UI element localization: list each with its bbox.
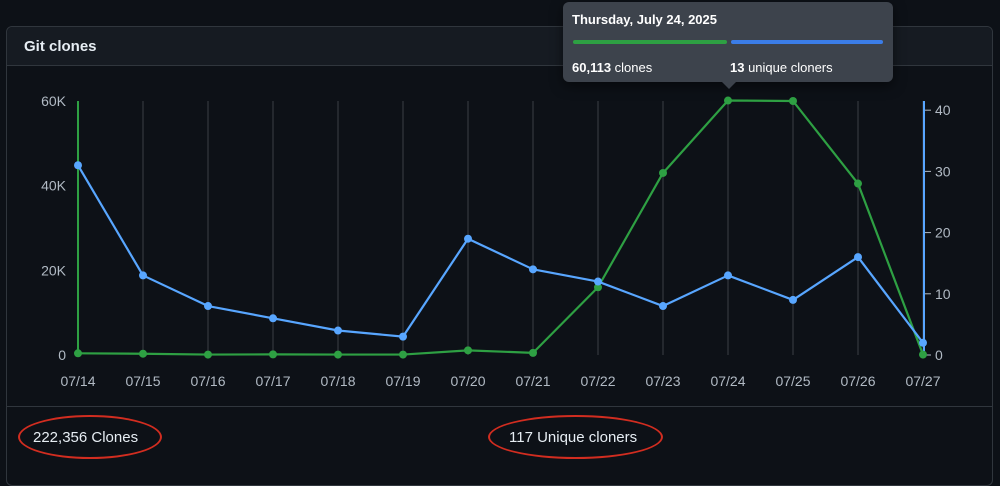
unique-cloners-point <box>529 265 537 274</box>
unique-cloners-point <box>659 302 667 311</box>
axis-layer <box>77 101 931 356</box>
unique-cloners-point <box>724 271 732 280</box>
y-right-tick-label: 20 <box>935 225 951 241</box>
clones-point <box>269 350 277 359</box>
clones-line-chart[interactable]: 07/14 07/15 07/16 07/17 07/18 07/19 07/20 07/21… <box>0 0 1000 405</box>
x-tick-label: 07/17 <box>255 373 290 389</box>
unique-cloners-point <box>74 161 82 170</box>
unique-cloners-point <box>269 314 277 323</box>
clones-point <box>789 97 797 105</box>
y-right-tick-label: 30 <box>935 163 951 179</box>
x-tick-label: 07/23 <box>645 373 680 389</box>
tooltip-clones: 60,113 clones <box>572 60 652 75</box>
unique-cloners-stat: 117 Unique cloners <box>509 429 638 446</box>
tooltip-unique: 13 unique cloners <box>730 60 833 75</box>
clones-point <box>854 179 862 188</box>
unique-cloners-point <box>594 277 602 286</box>
total-clones-stat: 222,356 Clones <box>33 429 139 446</box>
clones-point <box>139 349 147 358</box>
x-tick-label: 07/18 <box>320 373 355 389</box>
unique-cloners-point <box>464 234 472 243</box>
git-clones-panel: Git clones 222,356 Clones 117 Unique clo… <box>6 26 993 486</box>
series-layer <box>74 96 927 359</box>
x-tick-label: 07/20 <box>450 373 485 389</box>
unique-cloners-point <box>399 332 407 341</box>
clones-series-line <box>77 99 925 356</box>
x-tick-label: 07/21 <box>515 373 550 389</box>
x-tick-label: 07/27 <box>905 373 940 389</box>
clones-point <box>659 168 667 177</box>
tooltip-clones-value: 60,113 <box>572 60 612 75</box>
x-tick-label: 07/19 <box>385 373 420 389</box>
y-left-tick-label: 0 <box>58 347 66 363</box>
x-tick-label: 07/26 <box>840 373 875 389</box>
tooltip-clones-label: clones <box>611 60 653 75</box>
y-left-tick-label: 20K <box>41 262 67 278</box>
y-left-tick-label: 60K <box>41 93 67 109</box>
unique-cloners-series-line <box>77 164 924 344</box>
unique-cloners-point <box>789 295 797 304</box>
y-left-tick-label: 40K <box>41 178 67 194</box>
clones-point <box>74 349 82 358</box>
clones-point <box>724 96 732 105</box>
unique-cloners-point <box>139 271 147 280</box>
unique-highlight-ring <box>488 415 663 459</box>
y-right-tick-label: 10 <box>935 286 951 302</box>
x-tick-label: 07/25 <box>775 373 810 389</box>
clones-point <box>399 350 407 359</box>
x-tick-label: 07/24 <box>710 373 745 389</box>
tooltip-unique-value: 13 <box>730 60 745 75</box>
unique-cloners-point <box>854 253 862 262</box>
tooltip-date: Thursday, July 24, 2025 <box>572 12 717 27</box>
clones-point <box>529 348 537 357</box>
y-right-tick-label: 40 <box>935 102 951 118</box>
clones-point <box>919 350 927 359</box>
unique-cloners-point <box>919 338 927 347</box>
y-right-tick-label: 0 <box>935 347 943 363</box>
summary-footer: 222,356 Clones 117 Unique cloners <box>7 406 992 467</box>
clones-point <box>334 350 342 359</box>
tooltip-clones-swatch <box>573 40 727 44</box>
x-tick-label: 07/16 <box>190 373 225 389</box>
unique-cloners-point <box>204 302 212 311</box>
tooltip-unique-label: unique cloners <box>744 60 833 75</box>
grid-layer <box>77 101 924 355</box>
hover-tooltip: Thursday, July 24, 2025 60,113 clones 13… <box>563 2 893 89</box>
clones-point <box>594 283 602 292</box>
label-layer: 07/14 07/15 07/16 07/17 07/18 07/19 07/20 07/21… <box>41 93 951 389</box>
x-tick-label: 07/15 <box>125 373 160 389</box>
unique-cloners-point <box>334 326 342 335</box>
clones-highlight-ring <box>18 415 162 459</box>
x-tick-label: 07/14 <box>60 373 95 389</box>
x-tick-label: 07/22 <box>580 373 615 389</box>
clones-point <box>464 346 472 355</box>
tooltip-unique-swatch <box>731 40 883 44</box>
panel-title: Git clones <box>24 38 97 55</box>
clones-point <box>204 350 212 359</box>
